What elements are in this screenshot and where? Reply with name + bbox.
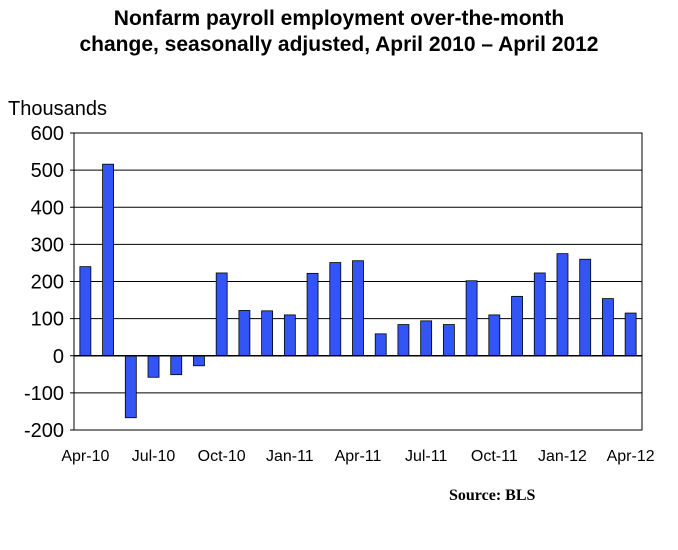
bar-Jun-10 xyxy=(124,355,137,419)
bar-Apr-10 xyxy=(79,266,92,357)
y-tick-label: -100 xyxy=(24,383,64,405)
x-tick-label: Jul-10 xyxy=(132,448,176,465)
bar-May-11 xyxy=(374,333,387,357)
x-tick-label: Apr-10 xyxy=(61,448,109,465)
bar-Sep-11 xyxy=(465,280,478,357)
bar-Aug-10 xyxy=(170,355,183,376)
bar-Apr-11 xyxy=(352,260,364,357)
bar-Jul-11 xyxy=(420,320,433,357)
x-tick-label: Jul-11 xyxy=(405,448,447,465)
x-tick-labels: Apr-10 Jul-10 Oct-10 Jan-11 Apr-11 Jul-11 Oct-… xyxy=(61,448,654,465)
x-tick-label: Oct-11 xyxy=(471,448,518,465)
bar-Sep-10 xyxy=(193,355,205,367)
y-tick-label: 0 xyxy=(53,346,64,368)
bar-Jul-10 xyxy=(147,355,160,378)
bar-Feb-12 xyxy=(579,258,592,357)
bar-series xyxy=(79,163,637,419)
source-note: Source: BLS xyxy=(449,487,536,504)
y-tick-label: 500 xyxy=(31,160,64,182)
y-tick-labels: -200 -100 0 100 200 300 400 500 600 xyxy=(24,123,64,442)
bar-Oct-11 xyxy=(488,314,501,357)
bar-Nov-10 xyxy=(238,310,251,357)
bar-Jun-11 xyxy=(397,324,410,357)
bar-Feb-11 xyxy=(306,272,319,357)
x-tick-label: Apr-11 xyxy=(335,448,382,465)
bar-Jan-11 xyxy=(283,314,296,357)
bar-Aug-11 xyxy=(442,324,455,357)
chart-title-line-2: change, seasonally adjusted, April 2010 … xyxy=(79,33,599,56)
y-tick-label: 400 xyxy=(31,197,64,219)
bar-Apr-12 xyxy=(624,312,637,357)
x-tick-label: Oct-10 xyxy=(198,448,246,465)
bar-Jan-12 xyxy=(556,253,569,357)
bar-Nov-11 xyxy=(511,295,523,357)
y-tick-label: -200 xyxy=(24,420,64,442)
y-tick-label: 300 xyxy=(31,234,64,256)
x-tick-label: Apr-12 xyxy=(607,448,655,465)
y-tick-label: 100 xyxy=(31,309,64,331)
y-axis-unit-label: Thousands xyxy=(8,98,107,120)
chart-title-line-1: Nonfarm payroll employment over-the-mont… xyxy=(113,7,565,30)
bar-Mar-12 xyxy=(602,298,614,357)
bar-Mar-11 xyxy=(329,262,342,357)
y-tick-label: 600 xyxy=(31,123,64,145)
chart-title: Nonfarm payroll employment over-the-mont… xyxy=(0,6,678,58)
bar-May-10 xyxy=(102,163,114,357)
x-tick-label: Jan-12 xyxy=(538,448,587,465)
x-tick-label: Jan-11 xyxy=(266,448,314,465)
axes xyxy=(70,132,643,431)
bar-Oct-10 xyxy=(215,272,228,357)
bar-Dec-10 xyxy=(261,310,274,357)
y-tick-label: 200 xyxy=(31,272,64,294)
bar-Dec-11 xyxy=(533,272,546,357)
